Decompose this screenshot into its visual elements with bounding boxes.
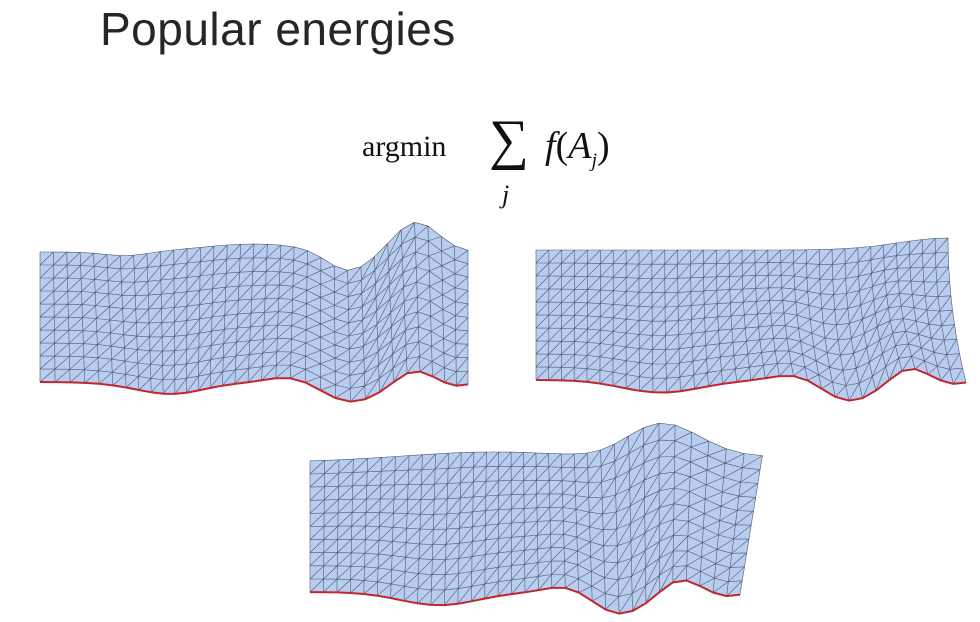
argument-name: A bbox=[568, 125, 592, 167]
formula-term: f(Aj) bbox=[545, 125, 610, 172]
mesh-triangles bbox=[535, 237, 967, 401]
fixed-boundary-curve bbox=[535, 367, 967, 402]
sum-index: j bbox=[502, 180, 510, 209]
deformed-mesh-bottom bbox=[309, 422, 763, 615]
function-name: f bbox=[545, 125, 556, 167]
argument-variable: Aj bbox=[568, 125, 597, 172]
deformed-mesh-right bbox=[535, 237, 967, 402]
mesh-triangles bbox=[309, 422, 763, 614]
energy-formula: argmin ∑ j f(Aj) bbox=[362, 112, 642, 218]
fixed-boundary-curve bbox=[309, 579, 741, 615]
fixed-boundary-curve bbox=[39, 370, 469, 403]
slide-title: Popular energies bbox=[100, 3, 456, 55]
deformed-mesh-left bbox=[39, 222, 469, 403]
sum-symbol: ∑ bbox=[489, 109, 529, 171]
argument-subscript: j bbox=[591, 149, 597, 172]
mesh-triangles bbox=[39, 222, 469, 402]
formula-operator: argmin bbox=[362, 130, 447, 163]
